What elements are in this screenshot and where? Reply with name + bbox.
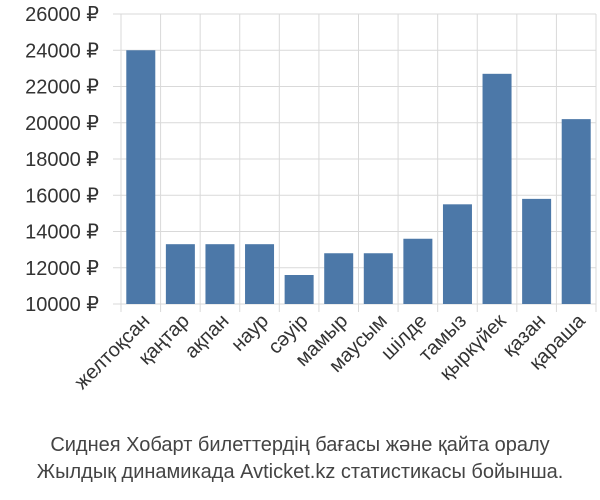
y-tick-label: 12000 ₽: [25, 258, 99, 280]
bar: [363, 253, 393, 304]
bar: [482, 73, 512, 304]
y-tick-label: 10000 ₽: [25, 294, 99, 316]
y-tick-label: 14000 ₽: [25, 222, 99, 244]
bar-chart: 10000 ₽ 12000 ₽ 14000 ₽ 16000 ₽ 18000 ₽ 20000…: [25, 4, 597, 394]
bar: [324, 253, 354, 304]
gridlines: [113, 13, 597, 312]
bar: [165, 244, 195, 304]
bar: [205, 244, 235, 304]
chart-area: 10000 ₽ 12000 ₽ 14000 ₽ 16000 ₽ 18000 ₽ 20000…: [25, 4, 597, 394]
chart-caption-line-1: Сиднея Хобарт билеттердің бағасы және қа…: [50, 434, 550, 456]
y-tick-label: 22000 ₽: [25, 77, 99, 99]
bars: [126, 50, 591, 304]
chart-caption-line-2: Жылдық динамикада Avticket.kz статистика…: [36, 461, 564, 483]
bar: [442, 204, 472, 304]
y-tick-label: 16000 ₽: [25, 185, 99, 207]
y-tick-label: 20000 ₽: [25, 113, 99, 135]
y-tick-label: 24000 ₽: [25, 40, 99, 62]
bar: [522, 198, 552, 304]
y-axis-ticks: 10000 ₽ 12000 ₽ 14000 ₽ 16000 ₽ 18000 ₽ 20000…: [25, 4, 99, 316]
y-tick-label: 26000 ₽: [25, 4, 99, 26]
x-tick-label: ақпан: [181, 310, 234, 363]
bar: [126, 50, 156, 304]
bar: [245, 244, 275, 304]
y-tick-label: 18000 ₽: [25, 149, 99, 171]
x-tick-label: наур: [227, 310, 273, 356]
bar: [561, 119, 591, 304]
bar: [284, 275, 314, 304]
x-axis-ticks: желтоқсанқаңтарақпаннаурсәуірмамырмаусым…: [71, 309, 591, 393]
bar: [403, 238, 433, 304]
